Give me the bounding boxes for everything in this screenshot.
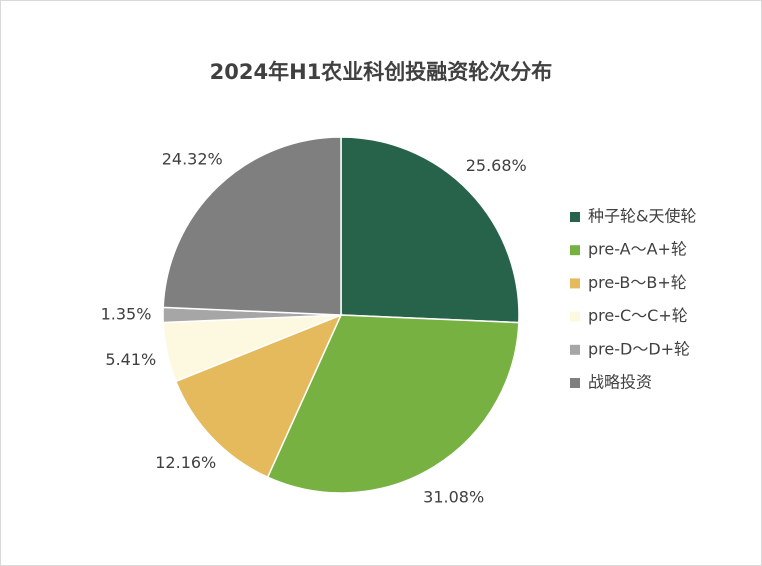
legend-swatch: [570, 311, 580, 322]
pie-slice: [266, 314, 520, 494]
legend-label: pre-A～A+轮: [588, 240, 687, 259]
data-label: 1.35%: [101, 304, 152, 323]
legend-swatch: [570, 344, 580, 355]
legend-swatch: [570, 245, 580, 256]
data-label: 25.68%: [466, 156, 527, 175]
legend-label: pre-D～D+轮: [588, 339, 690, 358]
data-label: 24.32%: [162, 149, 223, 168]
pie-slice: [162, 136, 342, 316]
pie-slice: [340, 136, 520, 324]
pie-slice: [174, 313, 343, 479]
legend-label: 种子轮&天使轮: [588, 207, 696, 226]
legend-swatch: [570, 378, 580, 388]
data-label: 5.41%: [105, 350, 156, 369]
data-label: 12.16%: [155, 453, 216, 472]
legend-label: pre-B～B+轮: [588, 273, 687, 292]
chart-title: 2024年H1农业科创投融资轮次分布: [210, 60, 553, 84]
legend-swatch: [570, 278, 580, 289]
legend-label: pre-C～C+轮: [588, 306, 688, 325]
legend-swatch: [570, 212, 580, 222]
data-label: 31.08%: [423, 488, 484, 507]
legend-label: 战略投资: [588, 373, 652, 392]
